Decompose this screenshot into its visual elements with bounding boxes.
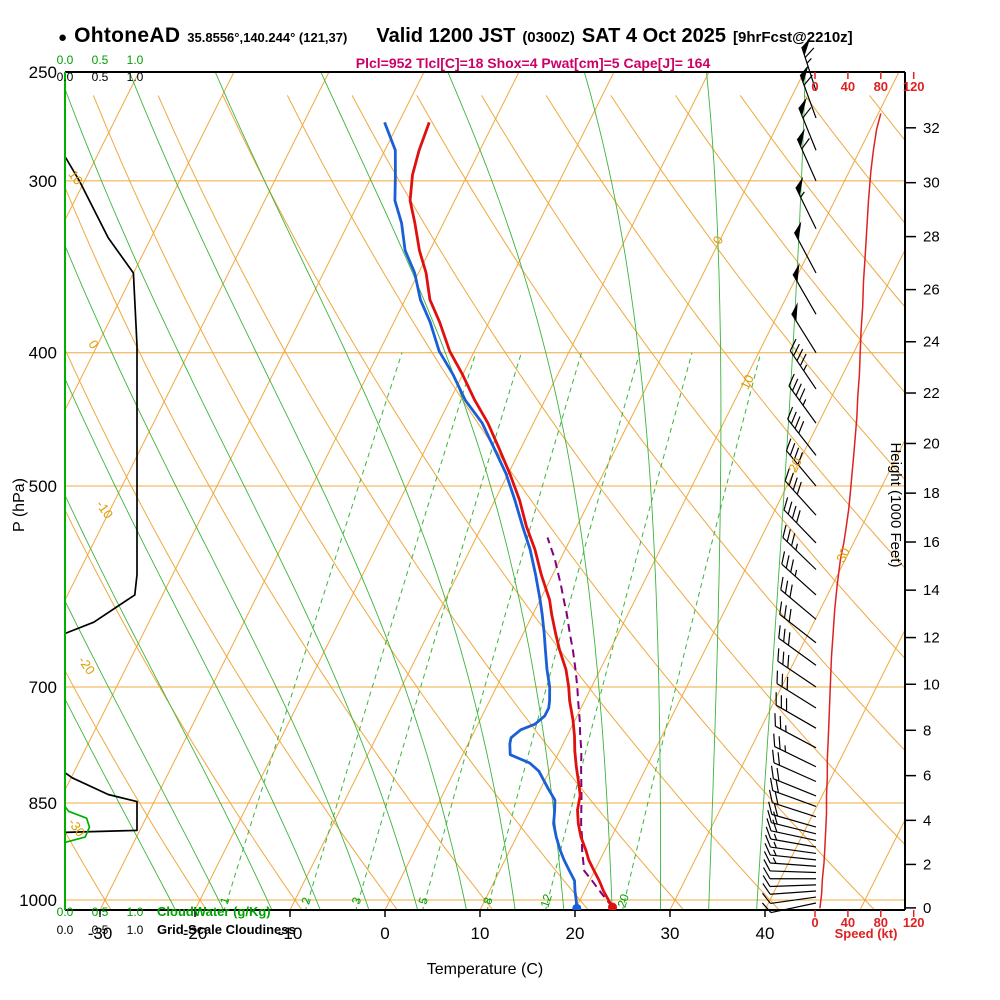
valid-time-utc: (0300Z)	[522, 29, 575, 46]
svg-text:10: 10	[923, 676, 940, 693]
plot-border	[64, 71, 906, 911]
svg-text:0.0: 0.0	[57, 905, 74, 919]
svg-text:0.5: 0.5	[92, 905, 109, 919]
svg-text:0.0: 0.0	[57, 53, 74, 67]
svg-text:500: 500	[29, 477, 57, 496]
svg-text:0.5: 0.5	[92, 70, 109, 84]
svg-text:-10: -10	[278, 924, 303, 943]
svg-text:0.0: 0.0	[57, 923, 74, 937]
svg-text:12: 12	[923, 630, 940, 647]
svg-text:20: 20	[785, 455, 805, 475]
derived-parameters: Plcl=952 Tlcl[C]=18 Shox=4 Pwat[cm]=5 Ca…	[355, 55, 711, 71]
skewt-grid-layer	[65, 72, 905, 910]
station-coords: 35.8556°,140.244° (121,37)	[187, 30, 348, 45]
svg-text:40: 40	[756, 924, 775, 943]
svg-text:14: 14	[923, 582, 940, 599]
svg-text:8: 8	[480, 895, 495, 906]
svg-text:400: 400	[29, 344, 57, 363]
svg-text:80: 80	[874, 915, 888, 930]
svg-text:0.5: 0.5	[92, 923, 109, 937]
svg-text:16: 16	[923, 534, 940, 551]
svg-text:1.0: 1.0	[127, 923, 144, 937]
sounding-profiles-layer	[383, 121, 618, 910]
svg-text:0: 0	[85, 337, 101, 352]
svg-text:0: 0	[380, 924, 389, 943]
station-name: OhtoneAD	[74, 24, 181, 47]
svg-text:30: 30	[661, 924, 680, 943]
svg-text:1000: 1000	[19, 891, 57, 910]
header: ● OhtoneAD 35.8556°,140.244° (121,37) Va…	[58, 24, 853, 48]
svg-text:5: 5	[416, 895, 431, 906]
svg-text:10: 10	[471, 924, 490, 943]
svg-text:250: 250	[29, 63, 57, 82]
svg-text:10: 10	[65, 167, 86, 187]
svg-text:1.0: 1.0	[127, 53, 144, 67]
svg-text:20: 20	[566, 924, 585, 943]
svg-text:-30: -30	[65, 815, 88, 839]
svg-text:0.0: 0.0	[57, 70, 74, 84]
cloudwater-axis-label: CloudWater (g/Kg)	[157, 904, 271, 919]
svg-text:-10: -10	[93, 497, 116, 521]
temp-axis-label: Temperature (C)	[427, 961, 543, 978]
svg-text:850: 850	[29, 794, 57, 813]
svg-text:40: 40	[841, 79, 855, 94]
svg-text:0: 0	[811, 915, 818, 930]
height-axis-label: Height (1000 Feet)	[887, 442, 904, 567]
svg-text:26: 26	[923, 282, 940, 299]
svg-text:28: 28	[923, 229, 940, 246]
svg-text:22: 22	[923, 385, 940, 402]
svg-text:80: 80	[874, 79, 888, 94]
svg-text:8: 8	[923, 722, 931, 739]
svg-text:0: 0	[923, 900, 931, 917]
svg-text:40: 40	[841, 915, 855, 930]
svg-text:3: 3	[349, 895, 364, 906]
svg-text:10: 10	[737, 372, 757, 392]
svg-text:24: 24	[923, 334, 940, 351]
svg-text:30: 30	[923, 175, 940, 192]
svg-text:0: 0	[811, 79, 818, 94]
valid-time: Valid 1200 JST	[376, 25, 516, 47]
svg-text:-20: -20	[75, 653, 98, 677]
forecast-info: [9hrFcst@2210z]	[732, 29, 853, 46]
svg-text:6: 6	[923, 768, 931, 785]
svg-text:20: 20	[923, 435, 940, 452]
svg-text:1.0: 1.0	[127, 905, 144, 919]
valid-date: SAT 4 Oct 2025	[581, 25, 726, 47]
cloudiness-axis-label: Grid-Scale Cloudiness	[157, 922, 296, 937]
station-marker-icon: ●	[58, 29, 68, 46]
wind-speed-profile-layer	[819, 113, 882, 909]
wind-barb-layer	[761, 37, 817, 914]
svg-text:-20: -20	[183, 924, 208, 943]
svg-text:120: 120	[903, 915, 925, 930]
svg-text:20: 20	[614, 892, 632, 909]
svg-text:1.0: 1.0	[127, 70, 144, 84]
svg-text:-30: -30	[88, 924, 113, 943]
svg-text:2: 2	[923, 856, 931, 873]
svg-text:1: 1	[217, 895, 232, 906]
svg-text:120: 120	[903, 79, 925, 94]
svg-text:12: 12	[538, 892, 556, 909]
svg-text:30: 30	[833, 545, 853, 565]
svg-text:4: 4	[923, 812, 931, 829]
svg-text:700: 700	[29, 678, 57, 697]
svg-text:2: 2	[298, 895, 313, 906]
svg-text:0.5: 0.5	[92, 53, 109, 67]
svg-text:18: 18	[923, 485, 940, 502]
pressure-axis-label: P (hPa)	[11, 478, 28, 532]
svg-text:300: 300	[29, 172, 57, 191]
svg-text:32: 32	[923, 120, 940, 137]
speed-axis-label: Speed (kt)	[835, 926, 898, 941]
